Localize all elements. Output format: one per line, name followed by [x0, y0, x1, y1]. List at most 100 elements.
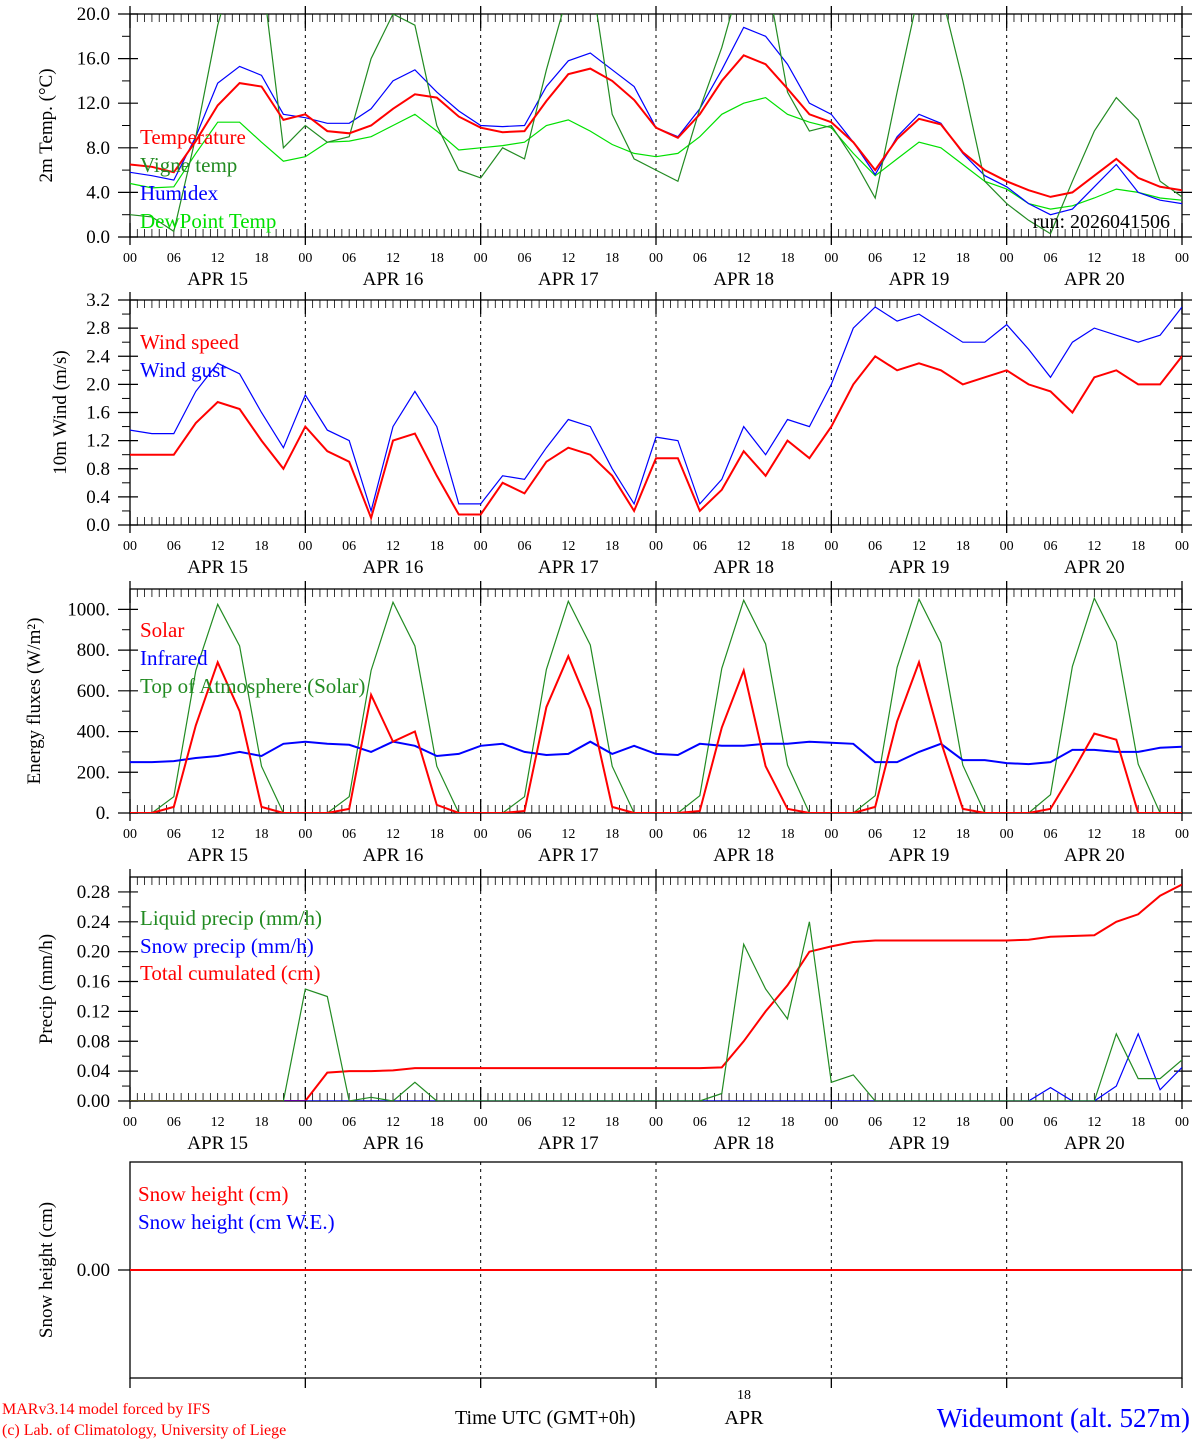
series-line-wind-speed	[130, 354, 1182, 522]
y-tick-label: 0.24	[77, 912, 111, 933]
series-line-total-cumulated-cm-	[130, 883, 1182, 1101]
day-label: APR 20	[1064, 1133, 1125, 1154]
hour-label: 12	[1087, 539, 1101, 554]
day-label: APR 19	[889, 557, 950, 578]
day-label: APR 15	[187, 1133, 248, 1154]
hour-label: 06	[518, 251, 532, 266]
y-tick-label: 4.0	[86, 182, 110, 203]
hour-label: 00	[298, 539, 312, 554]
hour-label: 18	[255, 539, 269, 554]
y-tick-label: 16.0	[77, 49, 110, 70]
y-tick-label: 0.00	[77, 1091, 110, 1112]
legend-entry: Snow height (cm W.E.)	[138, 1210, 335, 1234]
day-label: APR 19	[889, 269, 950, 290]
hour-label: 18	[255, 827, 269, 842]
y-tick-label: 2.0	[86, 374, 110, 395]
legend-entry: Top of Atmosphere (Solar)	[140, 674, 365, 698]
station-name: Wideumont (alt. 527m)	[937, 1403, 1190, 1433]
hour-label: 00	[824, 251, 838, 266]
legend-entry: DewPoint Temp	[140, 209, 276, 233]
hour-label: 00	[649, 827, 663, 842]
hour-label: 00	[123, 827, 137, 842]
day-label: APR 18	[713, 557, 774, 578]
hour-label: 00	[123, 251, 137, 266]
hour-label: 06	[342, 1115, 356, 1130]
hour-label: 18	[430, 251, 444, 266]
hour-label: 12	[737, 251, 751, 266]
hour-label: 06	[167, 251, 181, 266]
hour-label: 06	[868, 827, 882, 842]
hour-label: 12	[737, 827, 751, 842]
y-axis-label: Snow height (cm)	[36, 1202, 57, 1338]
series-line-vigne-temp	[130, 14, 1182, 235]
hour-label: 12	[386, 251, 400, 266]
hour-label: 00	[474, 251, 488, 266]
hour-label: 06	[167, 1115, 181, 1130]
y-tick-label: 0.12	[77, 1001, 110, 1022]
y-tick-label: 0.28	[77, 882, 110, 903]
y-tick-label: 0.8	[86, 459, 110, 480]
legend-entry: Snow precip (mm/h)	[140, 934, 314, 958]
hour-label: 18	[956, 251, 970, 266]
series-line-infrared	[130, 740, 1182, 766]
hour-label: 00	[474, 827, 488, 842]
hour-label: 18	[605, 251, 619, 266]
hour-label: 00	[1000, 251, 1014, 266]
y-tick-label: 0.20	[77, 942, 110, 963]
hour-label: 00	[1175, 827, 1189, 842]
y-tick-label: 0.16	[77, 972, 110, 993]
hour-label: 18	[605, 1115, 619, 1130]
hour-label: 00	[1175, 1115, 1189, 1130]
hour-label: 18	[255, 1115, 269, 1130]
hour-label: 12	[561, 539, 575, 554]
hour-label: 06	[1044, 1115, 1058, 1130]
hour-label: 18	[430, 539, 444, 554]
legend-entry: Wind speed	[140, 330, 239, 354]
hour-label: 00	[824, 539, 838, 554]
hour-label: 06	[693, 1115, 707, 1130]
hour-label: 12	[1087, 251, 1101, 266]
series-line-dewpoint-temp	[130, 96, 1182, 210]
hour-label: 00	[1000, 827, 1014, 842]
day-label: APR 18	[713, 1133, 774, 1154]
y-tick-label: 600.	[77, 681, 110, 702]
day-label: APR 20	[1064, 557, 1125, 578]
footer-month: APR	[725, 1407, 765, 1429]
hour-label: 12	[211, 827, 225, 842]
day-label: APR 19	[889, 1133, 950, 1154]
hour-label: 06	[1044, 251, 1058, 266]
hour-label: 06	[868, 1115, 882, 1130]
hour-label: 18	[781, 251, 795, 266]
hour-label: 18	[430, 827, 444, 842]
y-axis-label: 10m Wind (m/s)	[50, 350, 71, 475]
hour-label: 12	[211, 539, 225, 554]
legend-entry: Vigne temp	[140, 153, 237, 177]
y-tick-label: 800.	[77, 640, 110, 661]
day-label: APR 15	[187, 557, 248, 578]
hour-label: 06	[342, 827, 356, 842]
series-line-temperature	[130, 54, 1182, 198]
day-label: APR 17	[538, 557, 599, 578]
y-axis-label: Precip (mm/h)	[36, 934, 57, 1044]
hour-label: 06	[1044, 827, 1058, 842]
y-tick-label: 2.4	[86, 346, 110, 367]
day-label: APR 18	[713, 845, 774, 866]
y-tick-label: 1.2	[86, 431, 110, 452]
hour-label: 12	[561, 1115, 575, 1130]
legend-entry: Wind gust	[140, 358, 226, 382]
y-axis-label: 2m Temp. (°C)	[36, 68, 57, 182]
y-tick-label: 8.0	[86, 138, 110, 159]
hour-label: 00	[649, 251, 663, 266]
run-annotation: run: 2026041506	[1033, 211, 1170, 233]
hour-label: 00	[474, 1115, 488, 1130]
panel-1: 00 06 12 18 APR 15 00 06 12 18 APR 16 00 06 12 18 APR …	[36, 4, 1192, 290]
hour-label: 18	[781, 1115, 795, 1130]
day-label: APR 15	[187, 845, 248, 866]
hour-label: 00	[649, 539, 663, 554]
day-label: APR 16	[363, 845, 424, 866]
panel-3: 00 06 12 18 APR 15 00 06 12 18 APR 16 00 06 12 18 APR …	[24, 581, 1192, 866]
hour-label: 06	[167, 539, 181, 554]
hour-label: 18	[781, 539, 795, 554]
y-tick-label: 3.2	[86, 290, 110, 311]
